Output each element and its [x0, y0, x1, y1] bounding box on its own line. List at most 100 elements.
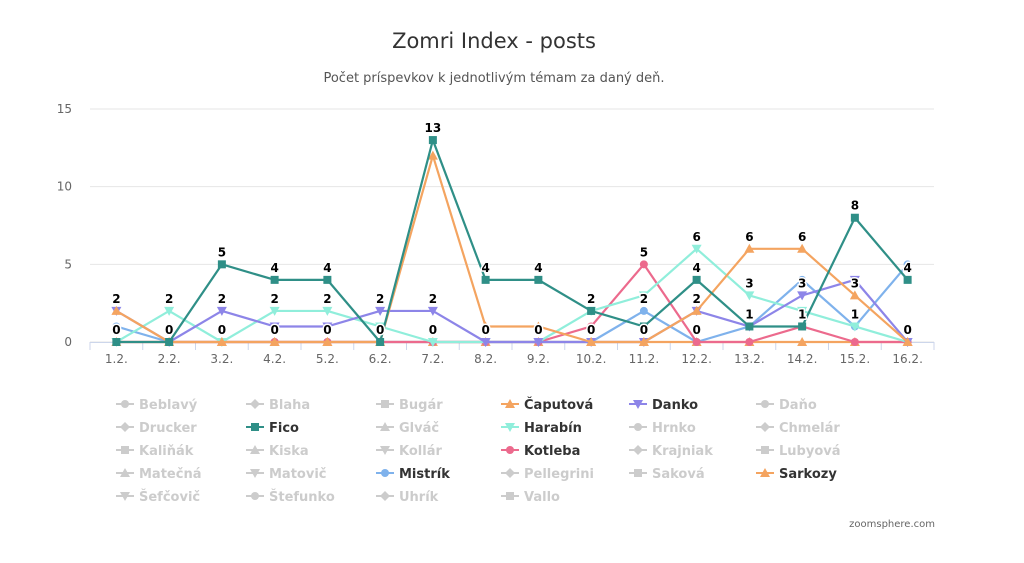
legend-item-glvac[interactable]: Glváč [376, 421, 439, 436]
data-point [480, 321, 491, 331]
data-label: 6 [798, 230, 806, 244]
data-point [692, 275, 701, 284]
legend-label: Kotleba [524, 444, 580, 459]
legend-label: Vallo [524, 490, 560, 505]
data-label: 0 [481, 323, 489, 337]
data-label: 2 [270, 292, 278, 306]
series-caputova [111, 150, 913, 346]
data-label: 3 [745, 276, 753, 290]
legend-item-mistrik[interactable]: Mistrík [376, 467, 450, 482]
series-line [115, 247, 908, 344]
data-point [533, 338, 544, 347]
y-tick-label: 10 [57, 180, 72, 194]
data-point [639, 322, 648, 331]
data-point [216, 306, 227, 316]
data-labels: 2 0 2 0 5 2 0 4 2 0 4 2 0 2 0 13 2 0 4 0 4 0 2 0 5 2 0 6 4 2 0 6 3 1 6 3 1 8 3… [111, 120, 914, 339]
legend-symbol-icon [381, 469, 389, 477]
data-point [797, 291, 808, 301]
x-tick-label: 4.2. [263, 352, 286, 366]
data-point [375, 322, 386, 332]
data-point [534, 275, 543, 284]
legend-symbol-icon [505, 468, 515, 478]
legend-item-krajniak[interactable]: Krajniak [629, 444, 713, 459]
legend-item-kollar[interactable]: Kollár [376, 444, 442, 459]
legend-item-sefcovic[interactable]: Šefčovič [116, 489, 200, 505]
series-line [116, 138, 909, 344]
data-label: 2 [165, 292, 173, 306]
x-tick-label: 10.2. [576, 352, 607, 366]
credit-text[interactable]: zoomsphere.com [849, 519, 935, 530]
legend-label: Matovič [269, 467, 327, 482]
legend-item-harabin[interactable]: Harabín [501, 421, 582, 436]
legend-label: Sarkozy [779, 467, 837, 482]
legend-item-fico[interactable]: Fico [246, 421, 299, 436]
legend-symbol-icon [381, 400, 389, 408]
data-point [797, 337, 808, 346]
data-point [322, 306, 333, 316]
data-point [376, 338, 385, 346]
legend-item-dano[interactable]: Daňo [756, 398, 817, 413]
legend-item-blaha[interactable]: Blaha [246, 398, 310, 413]
data-point [428, 136, 437, 145]
legend-label: Danko [652, 398, 698, 413]
data-point [164, 306, 175, 316]
legend-item-lubyova[interactable]: Lubyová [756, 444, 841, 459]
legend-item-kiska[interactable]: Kiska [246, 444, 309, 459]
data-label: 0 [429, 323, 437, 337]
legend-item-beblavy[interactable]: Beblavý [116, 398, 198, 413]
legend-label: Drucker [139, 421, 197, 436]
legend-item-uhrik[interactable]: Uhrík [376, 490, 439, 505]
legend-item-vallo[interactable]: Vallo [501, 490, 560, 505]
data-point [480, 338, 491, 347]
data-point [798, 322, 807, 331]
legend-symbol-icon [505, 399, 515, 408]
legend-item-danko[interactable]: Danko [629, 398, 698, 413]
legend-item-hrnko[interactable]: Hrnko [629, 421, 696, 436]
x-tick-label: 8.2. [474, 352, 497, 366]
legend-symbol-icon [121, 446, 129, 454]
y-tick-label: 15 [57, 102, 72, 116]
data-point [112, 322, 121, 331]
legend-item-bugar[interactable]: Bugár [376, 398, 443, 413]
data-point [850, 213, 859, 222]
legend-item-pellegrini[interactable]: Pellegrini [501, 467, 594, 482]
legend-item-sakova[interactable]: Saková [629, 467, 705, 482]
data-label: 2 [587, 292, 595, 306]
series-line [115, 278, 909, 344]
legend-label: Beblavý [139, 398, 198, 413]
data-label: 0 [112, 323, 120, 337]
data-point [745, 338, 754, 346]
data-point [903, 275, 912, 284]
grid-lines [90, 108, 934, 343]
legend-item-matovic[interactable]: Matovič [246, 467, 327, 482]
legend-item-kotleba[interactable]: Kotleba [501, 444, 580, 459]
x-tick-label: 9.2. [527, 352, 550, 366]
legend-item-kalinak[interactable]: Kaliňák [116, 444, 194, 459]
legend-label: Uhrík [399, 490, 439, 505]
x-tick-label: 15.2. [840, 352, 871, 366]
data-point [744, 291, 755, 301]
legend-item-sarkozy[interactable]: Sarkozy [756, 467, 837, 482]
data-label: 2 [323, 292, 331, 306]
legend-item-matecna[interactable]: Matečná [116, 467, 201, 482]
legend-item-stefunko[interactable]: Štefunko [246, 489, 335, 505]
legend-symbol-icon [633, 400, 643, 409]
legend-label: Glváč [399, 421, 439, 436]
x-tick-label: 2.2. [158, 352, 181, 366]
data-point [427, 150, 438, 160]
legend-symbol-icon [250, 445, 260, 454]
data-point [269, 322, 280, 332]
data-point [638, 291, 649, 301]
legend-label: Kiska [269, 444, 309, 459]
x-tick-label: 5.2. [316, 352, 339, 366]
legend-item-chmelar[interactable]: Chmelár [756, 421, 840, 436]
legend-item-caputova[interactable]: Čaputová [501, 397, 593, 413]
data-point [638, 337, 649, 346]
data-label: 3 [851, 276, 859, 290]
data-point [587, 322, 596, 331]
legend-item-drucker[interactable]: Drucker [116, 421, 197, 436]
chart-title: Zomri Index - posts [392, 29, 596, 53]
data-point [481, 275, 490, 284]
x-tick-label: 6.2. [369, 352, 392, 366]
